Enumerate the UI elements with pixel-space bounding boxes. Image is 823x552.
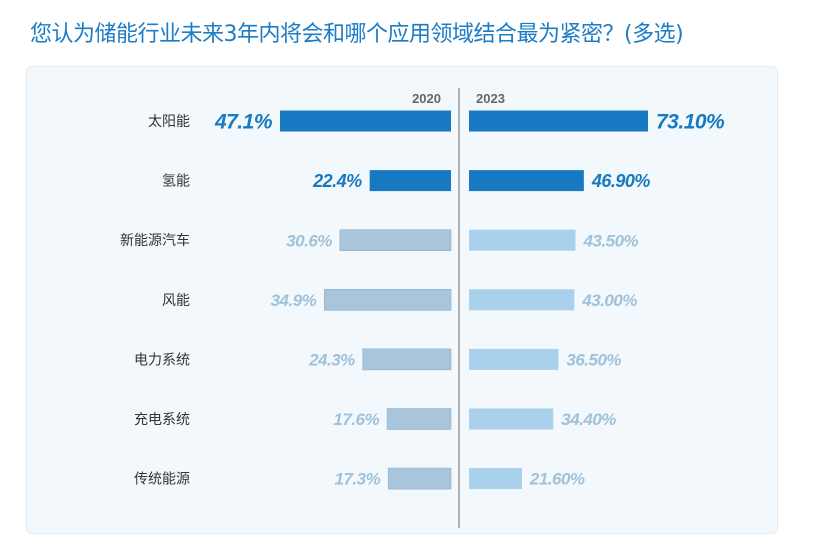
bar-2023 xyxy=(469,408,554,430)
chart-title: 您认为储能行业未来3年内将会和哪个应用领域结合最为紧密？(多选) xyxy=(30,22,684,47)
category-label: 风能 xyxy=(162,293,190,309)
value-label-2020: 24.3% xyxy=(308,351,355,370)
bar-2023 xyxy=(469,170,584,192)
value-label-2020: 17.3% xyxy=(334,470,380,489)
value-label-2023: 43.00% xyxy=(581,291,637,310)
bar-2020 xyxy=(280,110,451,132)
value-label-2023: 46.90% xyxy=(591,171,651,191)
category-label: 传统能源 xyxy=(134,472,190,488)
bar-2023 xyxy=(469,229,576,251)
bar-2020 xyxy=(387,467,452,490)
value-label-2020: 34.9% xyxy=(271,291,317,310)
category-label: 氢能 xyxy=(162,174,190,190)
value-label-2023: 21.60% xyxy=(529,470,585,489)
bar-2020 xyxy=(362,348,452,371)
bar-2020 xyxy=(339,229,452,251)
value-label-2023: 43.50% xyxy=(583,231,639,250)
value-label-2023: 73.10% xyxy=(656,111,725,134)
value-label-2023: 34.40% xyxy=(561,410,616,429)
bar-2020 xyxy=(386,408,452,430)
category-label: 太阳能 xyxy=(148,114,190,130)
bar-2020 xyxy=(323,288,452,311)
bar-2023 xyxy=(469,289,575,311)
bar-2023 xyxy=(469,348,559,370)
bar-2023 xyxy=(469,110,648,132)
category-label: 新能源汽车 xyxy=(120,232,190,249)
bar-2020 xyxy=(369,170,451,192)
value-label-2020: 47.1% xyxy=(214,111,273,134)
legend-2023: 2023 xyxy=(476,91,505,106)
value-label-2020: 17.6% xyxy=(333,410,379,429)
bar-2023 xyxy=(469,468,522,490)
value-label-2020: 22.4% xyxy=(312,171,362,191)
category-label: 电力系统 xyxy=(134,352,190,368)
value-label-2023: 36.50% xyxy=(566,351,621,370)
category-label: 充电系统 xyxy=(134,412,190,428)
value-label-2020: 30.6% xyxy=(286,231,332,250)
legend-2020: 2020 xyxy=(412,91,441,106)
